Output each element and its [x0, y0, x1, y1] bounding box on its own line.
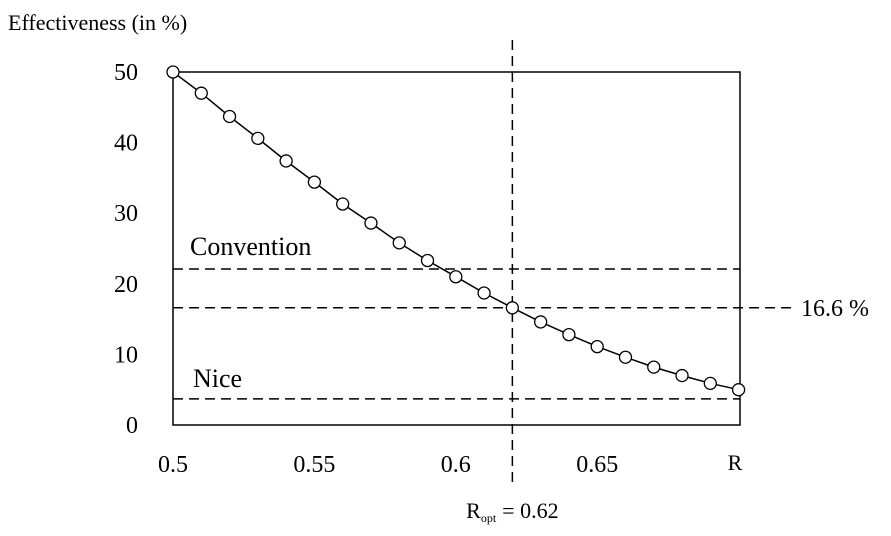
- data-point: [166, 65, 180, 79]
- data-point: [703, 376, 717, 390]
- y-tick-label: 10: [114, 342, 138, 368]
- effectiveness-curve: [172, 71, 739, 391]
- data-point: [449, 270, 463, 284]
- data-point: [420, 253, 435, 268]
- optimal-r-subscript: opt: [481, 511, 497, 525]
- nice-label: Nice: [193, 364, 242, 393]
- reference-lines: Convention Nice 16.6 %: [173, 232, 869, 400]
- data-point: [505, 301, 520, 315]
- data-point: [647, 360, 661, 374]
- data-point: [364, 216, 378, 230]
- y-tick-label: 30: [114, 201, 138, 227]
- data-point: [194, 86, 208, 100]
- data-point: [675, 368, 689, 383]
- x-tick-label: 0.65: [576, 452, 618, 478]
- x-axis-label: R: [728, 450, 743, 475]
- y-axis-label: Effectiveness (in %): [8, 10, 187, 35]
- y-tick-labels: 0 10 20 30 40 50: [114, 60, 138, 439]
- y-tick-label: 40: [114, 131, 138, 157]
- data-point: [392, 236, 406, 250]
- x-tick-label: 0.5: [158, 452, 188, 478]
- data-point: [222, 109, 237, 124]
- x-tick-label: 0.55: [293, 452, 335, 478]
- optimal-r-symbol: R: [466, 498, 481, 523]
- optimal-r-value: = 0.62: [502, 498, 558, 523]
- y-tick-label: 20: [114, 272, 138, 298]
- optimal-r-label: Ropt = 0.62: [466, 498, 558, 525]
- plot-frame: [172, 71, 741, 426]
- data-point: [279, 154, 293, 168]
- data-point: [618, 350, 633, 364]
- data-point: [336, 197, 350, 211]
- data-point: [307, 175, 322, 189]
- y-tick-label: 50: [114, 60, 138, 86]
- data-point: [590, 339, 604, 354]
- x-tick-labels: 0.5 0.55 0.6 0.65: [158, 452, 618, 478]
- data-markers: [166, 65, 746, 397]
- data-point: [533, 315, 548, 329]
- optimum-effectiveness-label: 16.6 %: [801, 296, 869, 322]
- x-tick-label: 0.6: [441, 452, 471, 478]
- data-point: [731, 383, 746, 397]
- data-point: [477, 286, 491, 300]
- y-tick-label: 0: [126, 413, 138, 439]
- data-point: [251, 131, 265, 146]
- convention-label: Convention: [190, 232, 311, 261]
- data-point: [562, 327, 576, 342]
